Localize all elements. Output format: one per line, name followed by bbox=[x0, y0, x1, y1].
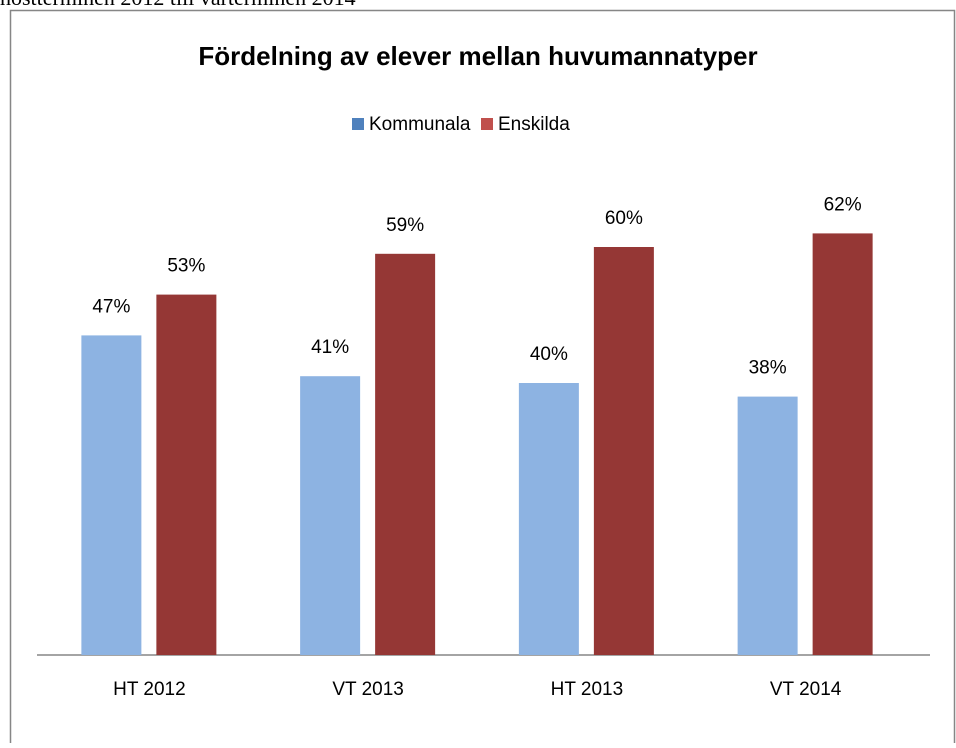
x-tick-label: VT 2014 bbox=[770, 679, 842, 700]
bar bbox=[375, 253, 436, 656]
caption: höstterminen 2012 till vårterminen 2014 bbox=[0, 0, 356, 10]
legend-label: Kommunala bbox=[369, 114, 471, 135]
legend-label: Enskilda bbox=[498, 114, 570, 135]
value-label: 41% bbox=[311, 337, 349, 358]
bar bbox=[518, 383, 579, 655]
legend-swatch bbox=[481, 118, 493, 130]
bar bbox=[81, 335, 142, 655]
value-label: 62% bbox=[824, 194, 862, 215]
bar bbox=[737, 396, 798, 655]
value-label: 47% bbox=[92, 296, 130, 317]
value-label: 60% bbox=[605, 208, 643, 229]
x-tick-label: VT 2013 bbox=[332, 679, 403, 700]
bar bbox=[593, 247, 654, 655]
value-label: 38% bbox=[749, 358, 787, 379]
x-tick-label: HT 2012 bbox=[113, 679, 186, 700]
value-label: 59% bbox=[386, 215, 424, 236]
value-label: 40% bbox=[530, 344, 568, 365]
bar bbox=[300, 376, 361, 655]
value-label: 53% bbox=[167, 256, 205, 277]
bar bbox=[156, 294, 217, 655]
bar bbox=[812, 233, 873, 655]
chart-title: Fördelning av elever mellan huvumannatyp… bbox=[198, 41, 757, 71]
chart-border bbox=[9, 9, 956, 748]
x-tick-label: HT 2013 bbox=[551, 679, 624, 700]
legend-swatch bbox=[352, 118, 364, 130]
